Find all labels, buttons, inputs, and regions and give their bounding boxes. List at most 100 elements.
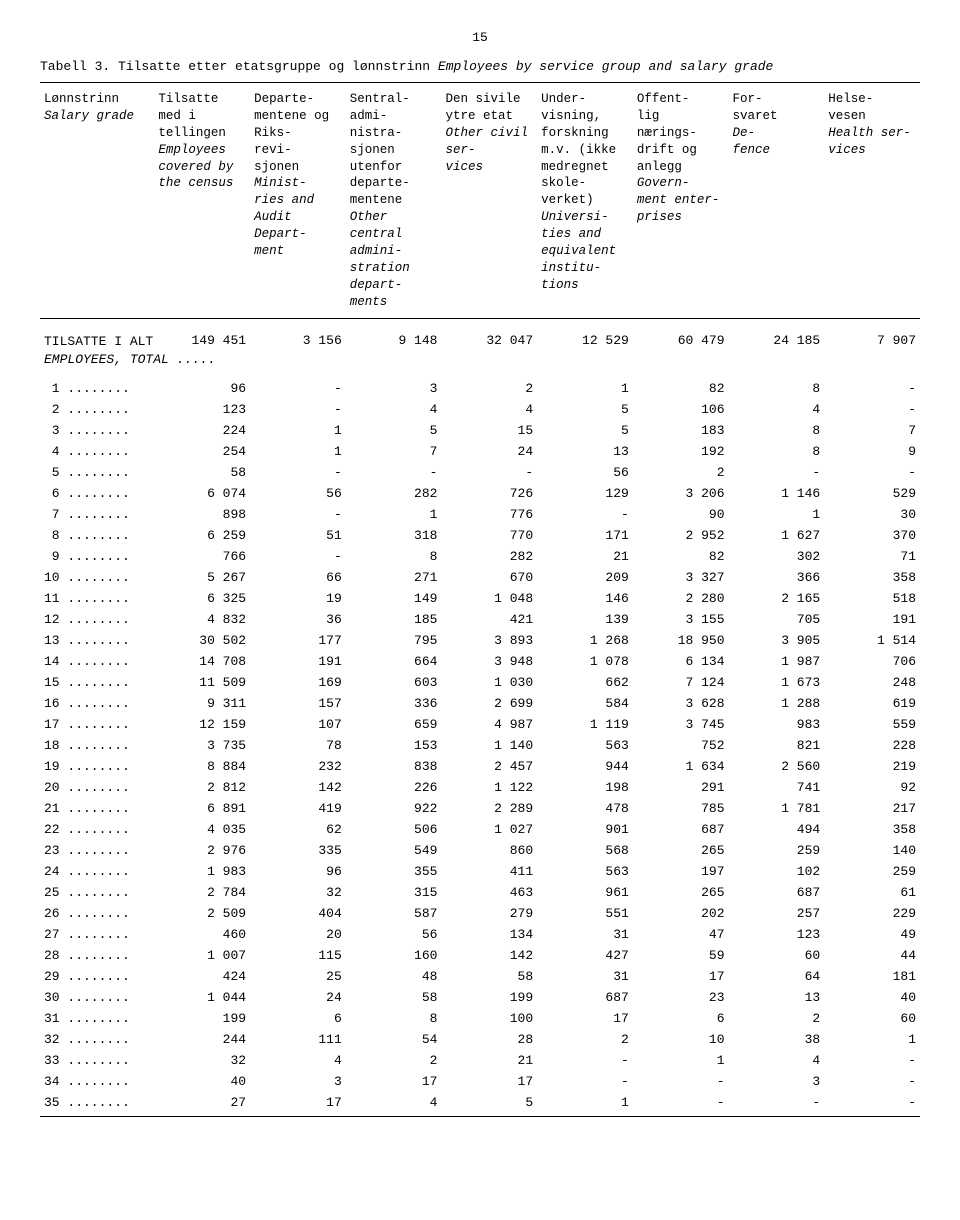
data-cell: 5 [441,1092,537,1117]
data-cell: 129 [537,483,633,504]
data-cell: 19 [250,588,346,609]
data-cell: 21 [537,546,633,567]
data-cell: 4 987 [441,714,537,735]
data-cell: 2 560 [729,756,825,777]
data-cell: 1 [824,1029,920,1050]
data-cell: 56 [537,462,633,483]
total-cell: 24 185 [729,319,825,379]
data-cell: 2 976 [154,840,250,861]
data-cell: 741 [729,777,825,798]
data-cell: 2 812 [154,777,250,798]
grade-cell: 2 ........ [40,399,154,420]
data-cell: 48 [346,966,442,987]
total-cell: 60 479 [633,319,729,379]
data-cell: 217 [824,798,920,819]
data-cell: 1 987 [729,651,825,672]
data-cell: 358 [824,567,920,588]
data-cell: 209 [537,567,633,588]
data-cell: 271 [346,567,442,588]
data-cell: 11 509 [154,672,250,693]
data-cell: 4 [441,399,537,420]
data-cell: 115 [250,945,346,966]
data-cell: 59 [633,945,729,966]
data-cell: 142 [250,777,346,798]
data-cell: 315 [346,882,442,903]
table-row: 8 ........6 259513187701712 9521 627370 [40,525,920,546]
data-cell: 9 311 [154,693,250,714]
data-cell: 157 [250,693,346,714]
data-cell: 2 165 [729,588,825,609]
table-row: 35 ........2717451--- [40,1092,920,1117]
grade-cell: 32 ........ [40,1029,154,1050]
data-cell: 7 [346,441,442,462]
data-cell: 795 [346,630,442,651]
data-cell: 563 [537,861,633,882]
data-cell: 18 950 [633,630,729,651]
data-cell: 1 [537,378,633,399]
data-cell: 254 [154,441,250,462]
data-cell: 7 [824,420,920,441]
data-cell: 4 [250,1050,346,1071]
table-row: 24 ........1 98396355411563197102259 [40,861,920,882]
data-cell: 860 [441,840,537,861]
data-cell: 171 [537,525,633,546]
data-cell: 10 [633,1029,729,1050]
data-cell: 559 [824,714,920,735]
table-row: 10 ........5 267662716702093 327366358 [40,567,920,588]
data-cell: 181 [824,966,920,987]
data-cell: 563 [537,735,633,756]
table-row: 34 ........4031717--3- [40,1071,920,1092]
data-cell: 1 044 [154,987,250,1008]
data-cell: 265 [633,882,729,903]
data-cell: 1 [250,441,346,462]
data-cell: 56 [250,483,346,504]
data-cell: 32 [250,882,346,903]
data-cell: 366 [729,567,825,588]
data-cell: 82 [633,546,729,567]
data-cell: 8 [729,378,825,399]
data-cell: 40 [154,1071,250,1092]
data-cell: - [537,1071,633,1092]
data-cell: 2 [346,1050,442,1071]
data-cell: 2 784 [154,882,250,903]
data-cell: 2 509 [154,903,250,924]
data-cell: 185 [346,609,442,630]
data-cell: 24 [441,441,537,462]
data-cell: 202 [633,903,729,924]
data-cell: 587 [346,903,442,924]
data-cell: 44 [824,945,920,966]
data-cell: 2 [441,378,537,399]
data-cell: 1 634 [633,756,729,777]
table-row: 18 ........3 735781531 140563752821228 [40,735,920,756]
data-cell: - [346,462,442,483]
data-cell: 3 [729,1071,825,1092]
data-cell: 424 [154,966,250,987]
data-cell: 411 [441,861,537,882]
data-cell: 1 048 [441,588,537,609]
data-cell: 232 [250,756,346,777]
data-cell: 8 [729,441,825,462]
table-row: 27 ........4602056134314712349 [40,924,920,945]
table-row: 7 ........898-1776-90130 [40,504,920,525]
data-cell: 785 [633,798,729,819]
data-cell: 2 289 [441,798,537,819]
total-label: TILSATTE I ALTEMPLOYEES, TOTAL ..... [40,319,154,379]
table-row: 21 ........6 8914199222 2894787851 78121… [40,798,920,819]
data-cell: 3 327 [633,567,729,588]
data-cell: 5 [346,420,442,441]
grade-cell: 13 ........ [40,630,154,651]
data-cell: - [250,546,346,567]
total-cell: 12 529 [537,319,633,379]
grade-cell: 5 ........ [40,462,154,483]
data-cell: 302 [729,546,825,567]
table-title: Tabell 3. Tilsatte etter etatsgruppe og … [40,59,920,74]
table-row: 9 ........766-8282218230271 [40,546,920,567]
data-cell: 8 884 [154,756,250,777]
data-cell: 4 [346,1092,442,1117]
data-cell: 149 [346,588,442,609]
data-cell: 659 [346,714,442,735]
grade-cell: 16 ........ [40,693,154,714]
grade-cell: 15 ........ [40,672,154,693]
data-cell: 1 140 [441,735,537,756]
table-row: 11 ........6 325191491 0481462 2802 1655… [40,588,920,609]
